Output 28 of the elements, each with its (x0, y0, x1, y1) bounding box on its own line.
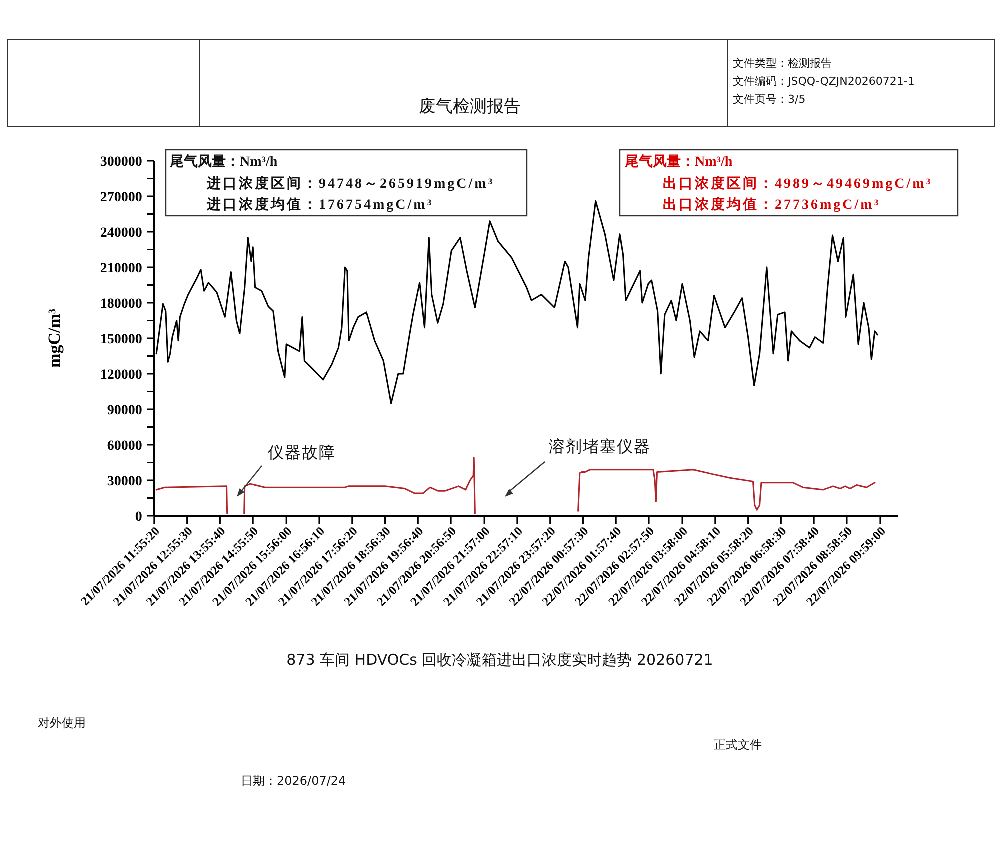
annotation: 进口浓度区间：94748～265919mgC/m³ (206, 175, 495, 192)
y-tick-label: 240000 (100, 226, 142, 241)
y-tick-label: 270000 (100, 190, 142, 206)
y-tick-label: 120000 (100, 368, 142, 383)
y-tick-label: 180000 (100, 297, 142, 312)
text: 文件类型：检测报告 (733, 57, 832, 70)
text: 文件编码：JSQQ-QZJN20260721-1 (733, 75, 915, 88)
y-tick-label: 90000 (107, 404, 142, 418)
annotation: 仪器故障 (268, 443, 336, 462)
y-tick-label: 0 (135, 510, 142, 525)
y-tick-label: 150000 (100, 332, 142, 348)
annotation: 尾气风量：Nm³/h (169, 154, 278, 170)
annotation: 进口浓度均值：176754mgC/m³ (206, 196, 434, 213)
y-axis-title: mgC/m³ (45, 309, 64, 368)
text: 文件页号：3/5 (733, 93, 806, 106)
annotation: 出口浓度均值：27736mgC/m³ (663, 196, 881, 213)
y-tick-label: 210000 (100, 262, 142, 276)
annotation: 溶剂堵塞仪器 (549, 437, 651, 456)
annotation: 尾气风量：Nm³/h (624, 154, 733, 170)
y-tick-label: 30000 (107, 474, 142, 490)
text: 正式文件 (714, 738, 762, 752)
chart-title: 废气检测报告 (419, 97, 521, 117)
text: 日期：2026/07/24 (241, 774, 346, 788)
y-tick-label: 300000 (100, 155, 142, 170)
text: 873 车间 HDVOCs 回收冷凝箱进出口浓度实时趋势 20260721 (286, 651, 714, 669)
annotation: 出口浓度区间：4989～49469mgC/m³ (663, 175, 933, 192)
y-tick-label: 60000 (107, 439, 142, 454)
text: 对外使用 (38, 716, 86, 730)
